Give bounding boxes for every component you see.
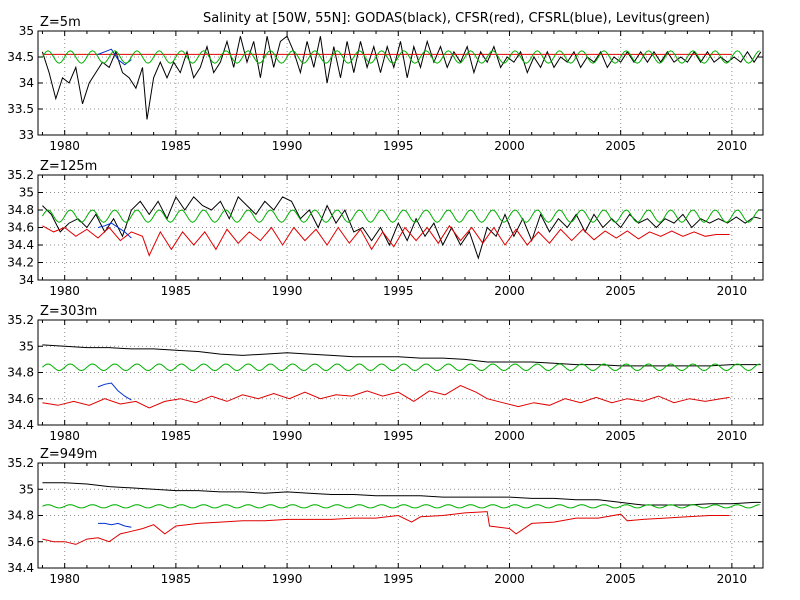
panel-label: Z=949m bbox=[40, 447, 97, 462]
x-tick-label: 1985 bbox=[161, 284, 192, 298]
panel-label: Z=125m bbox=[40, 159, 97, 174]
y-tick-label: 34 bbox=[19, 273, 34, 287]
x-tick-label: 1985 bbox=[161, 572, 192, 586]
series-line-cfsrl bbox=[97, 382, 132, 401]
y-tick-label: 34.8 bbox=[7, 509, 34, 523]
x-tick-label: 1980 bbox=[49, 429, 80, 443]
x-tick-label: 2010 bbox=[717, 429, 748, 443]
y-tick-label: 35 bbox=[19, 24, 34, 38]
series-line-levitus bbox=[41, 50, 760, 64]
series-line-cfsr bbox=[42, 511, 730, 545]
x-tick-label: 2000 bbox=[494, 572, 525, 586]
series-line-levitus bbox=[42, 504, 760, 509]
series-line-cfsr bbox=[42, 385, 730, 409]
series-line-cfsrl bbox=[98, 522, 132, 528]
plot-frame bbox=[37, 30, 764, 136]
plot-frame bbox=[37, 174, 764, 281]
x-tick-label: 1985 bbox=[161, 429, 192, 443]
x-tick-label: 2010 bbox=[717, 572, 748, 586]
chart-panel-1: Z=5m 33 33.5 34 34.5 35 1980 1985 1990 1995 2000 20… bbox=[7, 15, 764, 153]
y-tick-label: 34.4 bbox=[7, 418, 34, 432]
x-tick-label: 1990 bbox=[272, 139, 303, 153]
y-tick-label: 35.2 bbox=[7, 456, 34, 470]
figure-title: Salinity at [50W, 55N]: GODAS(black), CF… bbox=[203, 11, 710, 26]
x-tick-label: 2010 bbox=[717, 284, 748, 298]
x-tick-label: 2000 bbox=[494, 284, 525, 298]
y-tick-label: 34.6 bbox=[7, 392, 34, 406]
y-tick-label: 34.8 bbox=[7, 203, 34, 217]
x-tick-label: 1995 bbox=[383, 139, 414, 153]
x-tick-label: 1990 bbox=[272, 429, 303, 443]
x-tick-label: 1980 bbox=[49, 572, 80, 586]
y-tick-label: 33 bbox=[19, 128, 34, 142]
chart-panel-2: Z=125m 34 34.2 34.4 34.6 34.8 35 35.2 1980 1985 19… bbox=[7, 159, 764, 298]
x-tick-label: 2005 bbox=[605, 572, 636, 586]
x-tick-label: 1995 bbox=[383, 284, 414, 298]
y-tick-label: 34.2 bbox=[7, 256, 34, 270]
x-tick-label: 2005 bbox=[605, 139, 636, 153]
y-tick-label: 34 bbox=[19, 76, 34, 90]
x-tick-label: 1995 bbox=[383, 429, 414, 443]
y-tick-label: 35 bbox=[19, 186, 34, 200]
x-tick-label: 2005 bbox=[605, 284, 636, 298]
series-line-godas bbox=[41, 35, 762, 120]
panel-label: Z=303m bbox=[40, 304, 97, 319]
y-tick-label: 35.2 bbox=[7, 168, 34, 182]
y-tick-label: 33.5 bbox=[7, 102, 34, 116]
x-tick-label: 1990 bbox=[272, 284, 303, 298]
y-tick-label: 34.6 bbox=[7, 535, 34, 549]
x-tick-label: 2000 bbox=[494, 139, 525, 153]
y-tick-label: 35 bbox=[19, 339, 34, 353]
y-tick-label: 34.6 bbox=[7, 221, 34, 235]
y-tick-label: 34.4 bbox=[7, 561, 34, 575]
series-line-cfsrl bbox=[97, 222, 132, 239]
x-tick-label: 1985 bbox=[161, 139, 192, 153]
series-line-cfsrl bbox=[97, 48, 132, 66]
y-tick-label: 34.5 bbox=[7, 50, 34, 64]
y-tick-label: 35 bbox=[19, 482, 34, 496]
series-line-cfsr bbox=[42, 224, 730, 257]
x-tick-label: 1980 bbox=[49, 139, 80, 153]
x-tick-label: 2000 bbox=[494, 429, 525, 443]
y-tick-label: 34.4 bbox=[7, 238, 34, 252]
chart-panel-3: Z=303m 34.4 34.6 34.8 35 35.2 1980 1985 1990 1995… bbox=[7, 304, 764, 443]
x-tick-label: 2005 bbox=[605, 429, 636, 443]
x-tick-label: 1980 bbox=[49, 284, 80, 298]
series-line-levitus bbox=[42, 363, 760, 372]
series-line-godas bbox=[42, 344, 761, 367]
panel-label: Z=5m bbox=[40, 15, 81, 30]
y-tick-label: 35.2 bbox=[7, 313, 34, 327]
y-tick-label: 34.8 bbox=[7, 366, 34, 380]
chart-panel-4: Z=949m 34.4 34.6 34.8 35 35.2 1980 1985 1990 1995… bbox=[7, 447, 764, 586]
series-line-levitus bbox=[41, 209, 760, 223]
plot-frame bbox=[37, 462, 764, 569]
plot-frame bbox=[37, 319, 764, 426]
x-tick-label: 2010 bbox=[717, 139, 748, 153]
series-line-godas bbox=[42, 482, 761, 506]
x-tick-label: 1995 bbox=[383, 572, 414, 586]
x-tick-label: 1990 bbox=[272, 572, 303, 586]
